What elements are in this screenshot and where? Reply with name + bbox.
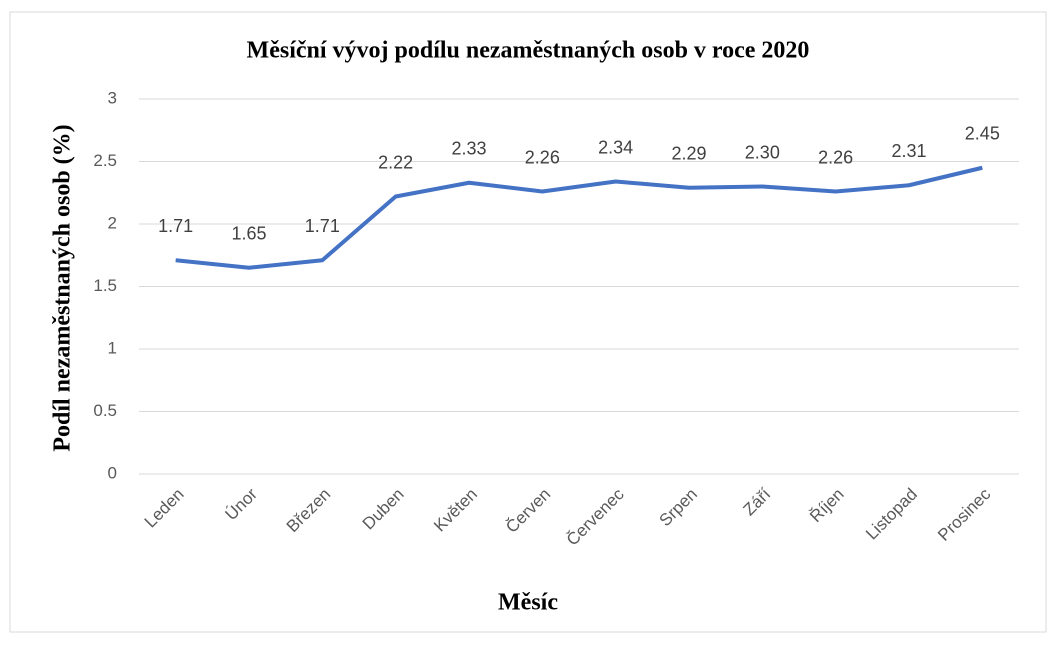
y-tick-label: 0 [108, 463, 117, 482]
y-tick-label: 2.5 [93, 151, 117, 170]
data-label: 2.34 [598, 137, 633, 157]
data-label: 1.65 [231, 224, 266, 244]
data-label: 2.29 [671, 144, 706, 164]
y-tick-label: 2 [108, 213, 117, 232]
chart-title: Měsíční vývoj podílu nezaměstnaných osob… [247, 38, 810, 64]
chart-frame [9, 11, 1047, 633]
data-label: 2.26 [818, 147, 853, 167]
data-label: 2.45 [965, 124, 1000, 144]
data-label: 1.71 [305, 216, 340, 236]
y-tick-label: 0.5 [93, 401, 117, 420]
data-label: 2.31 [891, 141, 926, 161]
y-tick-label: 1.5 [93, 276, 117, 295]
y-tick-label: 3 [108, 88, 117, 107]
data-label: 2.22 [378, 152, 413, 172]
x-axis-label: Měsíc [498, 590, 558, 616]
data-line [175, 165, 983, 270]
data-label: 1.71 [158, 216, 193, 236]
y-tick-label: 1 [108, 338, 117, 357]
y-axis-label: Podíl nezaměstnaných osob (%) [50, 124, 76, 451]
data-label: 2.33 [451, 139, 486, 159]
data-label: 2.26 [525, 147, 560, 167]
data-label: 2.30 [745, 142, 780, 162]
